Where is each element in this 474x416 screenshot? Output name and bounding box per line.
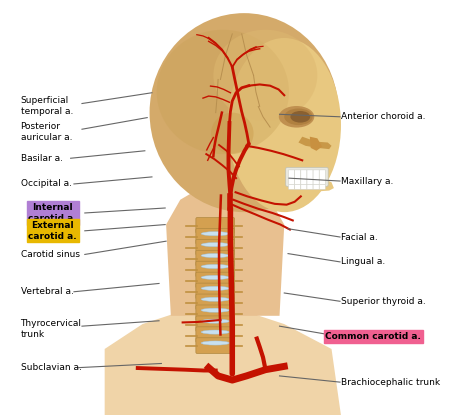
FancyBboxPatch shape <box>196 305 235 321</box>
FancyBboxPatch shape <box>196 294 235 310</box>
Ellipse shape <box>201 308 229 312</box>
Ellipse shape <box>291 111 310 123</box>
Ellipse shape <box>201 243 229 247</box>
FancyBboxPatch shape <box>319 170 325 184</box>
Text: Internal
carotid a.: Internal carotid a. <box>28 203 77 223</box>
Ellipse shape <box>201 232 229 236</box>
Polygon shape <box>105 312 341 415</box>
Text: Common carotid a.: Common carotid a. <box>325 332 421 341</box>
FancyBboxPatch shape <box>196 218 235 233</box>
FancyBboxPatch shape <box>196 228 235 244</box>
FancyBboxPatch shape <box>196 250 235 266</box>
FancyBboxPatch shape <box>196 261 235 277</box>
FancyBboxPatch shape <box>289 184 295 189</box>
FancyBboxPatch shape <box>196 239 235 255</box>
FancyBboxPatch shape <box>289 170 295 184</box>
Ellipse shape <box>201 286 229 290</box>
FancyBboxPatch shape <box>307 184 313 189</box>
Text: Carotid sinus: Carotid sinus <box>20 250 80 259</box>
Text: Superficial
temporal a.: Superficial temporal a. <box>20 97 73 116</box>
Ellipse shape <box>211 113 254 154</box>
Text: Occipital a.: Occipital a. <box>20 179 72 188</box>
Polygon shape <box>299 137 331 149</box>
Ellipse shape <box>279 106 314 128</box>
Text: Basilar a.: Basilar a. <box>20 154 63 163</box>
Text: Superior thyroid a.: Superior thyroid a. <box>341 297 426 306</box>
FancyBboxPatch shape <box>295 170 301 184</box>
Text: Facial a.: Facial a. <box>341 233 378 242</box>
FancyBboxPatch shape <box>196 338 235 354</box>
Ellipse shape <box>201 330 229 334</box>
FancyBboxPatch shape <box>301 170 307 184</box>
Text: Vertebral a.: Vertebral a. <box>20 287 73 296</box>
Ellipse shape <box>156 30 289 154</box>
FancyBboxPatch shape <box>295 184 301 189</box>
Ellipse shape <box>201 319 229 323</box>
Ellipse shape <box>201 297 229 301</box>
FancyBboxPatch shape <box>319 184 325 189</box>
Text: External
carotid a.: External carotid a. <box>28 221 77 241</box>
FancyBboxPatch shape <box>196 272 235 288</box>
FancyBboxPatch shape <box>313 184 319 189</box>
FancyBboxPatch shape <box>301 184 307 189</box>
Ellipse shape <box>201 265 229 269</box>
Text: Posterior
auricular a.: Posterior auricular a. <box>20 122 72 142</box>
Text: Anterior choroid a.: Anterior choroid a. <box>341 112 426 121</box>
Ellipse shape <box>213 30 318 121</box>
Text: Lingual a.: Lingual a. <box>341 258 385 266</box>
Text: Thyrocervical
trunk: Thyrocervical trunk <box>20 319 82 339</box>
Text: Brachiocephalic trunk: Brachiocephalic trunk <box>341 378 440 386</box>
Polygon shape <box>275 176 334 191</box>
FancyBboxPatch shape <box>313 170 319 184</box>
Polygon shape <box>310 137 322 151</box>
FancyBboxPatch shape <box>196 283 235 299</box>
Ellipse shape <box>228 38 341 212</box>
FancyBboxPatch shape <box>196 316 235 332</box>
FancyBboxPatch shape <box>196 327 235 343</box>
Ellipse shape <box>201 275 229 280</box>
Text: Subclavian a.: Subclavian a. <box>20 363 82 372</box>
Ellipse shape <box>201 341 229 345</box>
Ellipse shape <box>284 109 313 125</box>
FancyBboxPatch shape <box>307 170 313 184</box>
Ellipse shape <box>201 253 229 258</box>
FancyBboxPatch shape <box>286 167 328 186</box>
Ellipse shape <box>150 13 338 212</box>
Text: Maxillary a.: Maxillary a. <box>341 176 393 186</box>
Polygon shape <box>166 183 284 316</box>
